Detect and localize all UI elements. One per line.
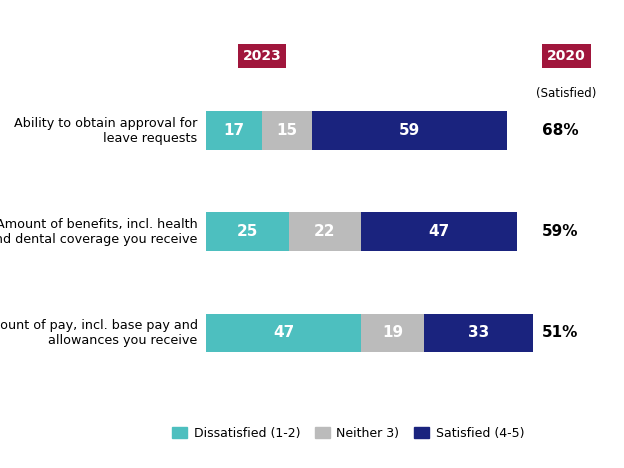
Bar — [206, 212, 288, 251]
Text: 51%: 51% — [542, 325, 578, 340]
Bar — [424, 314, 534, 352]
Text: 15: 15 — [276, 123, 298, 138]
Bar — [361, 314, 424, 352]
Bar — [288, 212, 361, 251]
Text: 2020: 2020 — [547, 49, 586, 63]
Bar — [312, 111, 507, 150]
Text: 2023: 2023 — [243, 49, 281, 63]
Text: 47: 47 — [273, 325, 295, 340]
Text: 17: 17 — [223, 123, 245, 138]
Text: 59: 59 — [399, 123, 420, 138]
Text: 68%: 68% — [542, 123, 578, 138]
Bar — [206, 314, 361, 352]
Bar — [361, 212, 517, 251]
Text: 47: 47 — [429, 224, 450, 239]
Text: 33: 33 — [468, 325, 489, 340]
Text: 25: 25 — [236, 224, 258, 239]
Text: 19: 19 — [383, 325, 403, 340]
Text: (Satisfied): (Satisfied) — [536, 87, 597, 100]
Bar — [262, 111, 312, 150]
Text: 22: 22 — [314, 224, 336, 239]
Text: 59%: 59% — [542, 224, 578, 239]
Legend: Dissatisfied (1-2), Neither 3), Satisfied (4-5): Dissatisfied (1-2), Neither 3), Satisfie… — [167, 422, 529, 445]
Bar — [206, 111, 262, 150]
